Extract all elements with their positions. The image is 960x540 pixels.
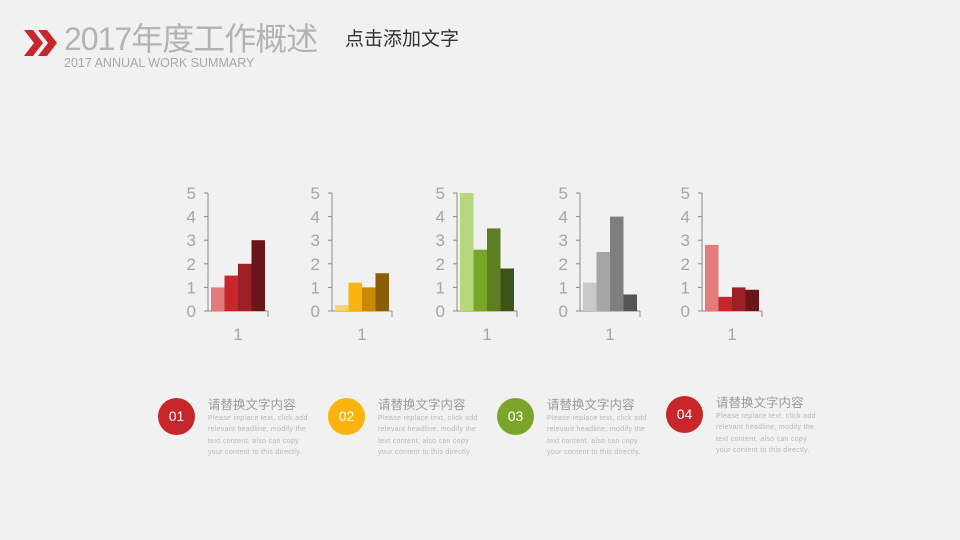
y-tick-label: 3: [311, 231, 320, 250]
bar: [375, 273, 389, 311]
number-badge: 03: [497, 398, 534, 435]
bar: [705, 244, 719, 311]
bar: [238, 263, 252, 311]
y-tick-label: 5: [436, 184, 445, 203]
y-tick-label: 2: [187, 255, 196, 274]
bar: [211, 287, 225, 311]
item-body: Please replace text, click add relevant …: [378, 415, 478, 456]
legend-item-3: 03 请替换文字内容 Please replace text, click ad…: [497, 390, 667, 480]
bar: [487, 228, 501, 311]
item-body: Please replace text, click add relevant …: [547, 415, 647, 456]
bar: [362, 287, 376, 311]
number-badge: 02: [328, 398, 365, 435]
y-tick-label: 4: [436, 208, 445, 227]
y-tick-label: 4: [187, 208, 196, 227]
y-tick-label: 0: [187, 302, 196, 321]
y-tick-label: 3: [681, 231, 690, 250]
legend-item-2: 02 请替换文字内容 Please replace text, click ad…: [328, 390, 498, 480]
page-subtitle: 2017 ANNUAL WORK SUMMARY: [64, 56, 255, 70]
bar: [732, 287, 746, 311]
y-tick-label: 2: [436, 255, 445, 274]
y-tick-label: 5: [559, 184, 568, 203]
bar: [224, 275, 238, 311]
y-tick-label: 1: [559, 278, 568, 297]
y-tick-label: 3: [187, 231, 196, 250]
y-tick-label: 0: [436, 302, 445, 321]
y-tick-label: 4: [311, 208, 320, 227]
bar-charts: 0 1 2 3 4 5 1 0 1 2 3 4 5 1 0 1 2 3 4 5 1 0 1 2 3 4 5 1 0 1 2 3 4 5 1: [187, 184, 763, 344]
y-tick-label: 1: [436, 278, 445, 297]
y-tick-label: 1: [681, 278, 690, 297]
y-tick-label: 2: [311, 255, 320, 274]
y-tick-label: 0: [311, 302, 320, 321]
y-tick-label: 1: [187, 278, 196, 297]
placeholder-text[interactable]: 点击添加文字: [345, 29, 460, 50]
y-tick-label: 5: [187, 184, 196, 203]
item-title: 请替换文字内容: [378, 398, 466, 412]
bar: [718, 296, 732, 311]
item-body: Please replace text, click add relevant …: [208, 415, 308, 456]
bar: [251, 240, 265, 311]
legend-item-4: 04 请替换文字内容 Please replace text, click ad…: [666, 388, 836, 478]
y-tick-label: 3: [436, 231, 445, 250]
item-title: 请替换文字内容: [208, 398, 296, 412]
bar: [623, 294, 637, 311]
bar: [583, 282, 597, 311]
x-tick-label: 1: [727, 325, 736, 344]
y-tick-label: 0: [559, 302, 568, 321]
y-tick-label: 4: [681, 208, 690, 227]
y-tick-label: 4: [559, 208, 568, 227]
x-tick-label: 1: [357, 325, 366, 344]
x-tick-label: 1: [482, 325, 491, 344]
y-tick-label: 2: [559, 255, 568, 274]
item-title: 请替换文字内容: [716, 396, 804, 410]
legend-item-1: 01 请替换文字内容 Please replace text, click ad…: [158, 390, 328, 480]
y-tick-label: 5: [681, 184, 690, 203]
bar: [348, 282, 362, 311]
bar: [745, 289, 759, 311]
double-chevron-right-icon: [24, 30, 57, 56]
x-tick-label: 1: [605, 325, 614, 344]
number-badge: 04: [666, 396, 703, 433]
bar: [335, 305, 349, 311]
y-tick-label: 1: [311, 278, 320, 297]
y-tick-label: 0: [681, 302, 690, 321]
y-tick-label: 5: [311, 184, 320, 203]
x-tick-label: 1: [233, 325, 242, 344]
page-title: 2017年度工作概述: [64, 21, 318, 57]
y-tick-label: 2: [681, 255, 690, 274]
item-body: Please replace text, click add relevant …: [716, 413, 816, 454]
bar: [473, 249, 487, 311]
bar: [500, 268, 514, 311]
bar: [610, 216, 624, 311]
number-badge: 01: [158, 398, 195, 435]
bar: [460, 193, 474, 311]
item-title: 请替换文字内容: [547, 398, 635, 412]
y-tick-label: 3: [559, 231, 568, 250]
bar: [596, 252, 610, 311]
